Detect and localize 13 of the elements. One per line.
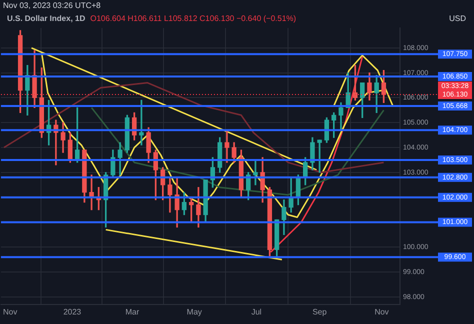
candlestick xyxy=(317,140,322,173)
x-tick-label: May xyxy=(186,307,202,316)
text: USD xyxy=(449,14,466,23)
x-tick-label: 2023 xyxy=(63,307,82,316)
chart-title: U.S. Dollar Index, 1D xyxy=(7,14,86,23)
x-tick-label: Mar xyxy=(125,307,140,316)
x-tick-label: Jul xyxy=(251,307,262,316)
chart-subtitle: O106.604 H106.611 L105.812 C106.130 −0.640 (−0.51%) xyxy=(90,14,296,23)
x-tick-label: Nov xyxy=(374,307,389,316)
x-tick-label: Sep xyxy=(312,307,328,316)
candlestick xyxy=(139,100,144,146)
x-tick-label: Nov xyxy=(2,307,18,316)
text: Nov 03, 2023 03:26 UTC+8 xyxy=(3,1,101,10)
